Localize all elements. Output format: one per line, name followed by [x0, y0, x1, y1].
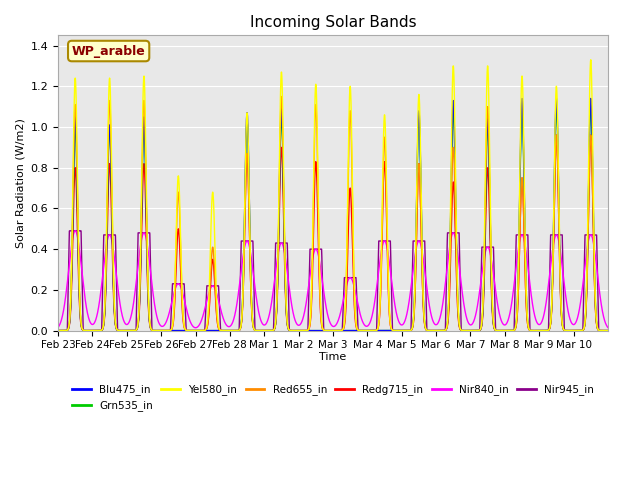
- Nir945_in: [353, 310, 361, 316]
- Nir945_in: [168, 288, 176, 294]
- Red655_in: [278, 94, 285, 99]
- Title: Incoming Solar Bands: Incoming Solar Bands: [250, 15, 416, 30]
- Red655_in: [54, 328, 62, 334]
- Redg715_in: [604, 328, 612, 334]
- Yel580_in: [353, 326, 361, 332]
- X-axis label: Time: Time: [319, 352, 347, 362]
- Red655_in: [168, 325, 176, 331]
- Nir945_in: [525, 287, 533, 293]
- Nir840_in: [168, 298, 176, 303]
- Grn535_in: [383, 328, 390, 334]
- Grn535_in: [587, 104, 595, 109]
- Blu475_in: [168, 328, 176, 334]
- Nir840_in: [604, 324, 612, 330]
- Yel580_in: [484, 63, 492, 69]
- Line: Grn535_in: Grn535_in: [58, 107, 608, 331]
- Nir945_in: [604, 328, 612, 334]
- Blu475_in: [511, 326, 518, 332]
- Blu475_in: [587, 96, 595, 101]
- Blu475_in: [525, 326, 533, 332]
- Grn535_in: [346, 328, 354, 334]
- Nir945_in: [484, 244, 492, 250]
- Red655_in: [604, 328, 612, 334]
- Red655_in: [353, 326, 361, 332]
- Red655_in: [525, 326, 533, 332]
- Line: Blu475_in: Blu475_in: [58, 98, 608, 331]
- Line: Nir840_in: Nir840_in: [58, 231, 608, 328]
- Legend: Blu475_in, Grn535_in, Yel580_in, Red655_in, Redg715_in, Nir840_in, Nir945_in: Blu475_in, Grn535_in, Yel580_in, Red655_…: [68, 380, 598, 416]
- Red655_in: [484, 105, 492, 110]
- Nir840_in: [511, 275, 519, 280]
- Red655_in: [511, 327, 518, 333]
- Yel580_in: [54, 328, 62, 334]
- Redg715_in: [484, 165, 492, 171]
- Redg715_in: [353, 327, 361, 333]
- Redg715_in: [383, 225, 390, 230]
- Nir840_in: [54, 324, 62, 330]
- Redg715_in: [587, 132, 595, 138]
- Blu475_in: [54, 328, 62, 334]
- Line: Yel580_in: Yel580_in: [58, 60, 608, 331]
- Blu475_in: [604, 328, 612, 334]
- Nir945_in: [66, 228, 74, 234]
- Yel580_in: [511, 326, 518, 332]
- Blu475_in: [484, 117, 492, 123]
- Text: WP_arable: WP_arable: [72, 45, 145, 58]
- Nir840_in: [72, 228, 79, 234]
- Nir840_in: [484, 244, 492, 250]
- Redg715_in: [525, 326, 532, 332]
- Red655_in: [383, 216, 390, 222]
- Nir840_in: [354, 300, 362, 305]
- Grn535_in: [353, 328, 361, 334]
- Nir840_in: [192, 325, 200, 331]
- Redg715_in: [511, 327, 518, 333]
- Nir945_in: [383, 238, 390, 244]
- Line: Nir945_in: Nir945_in: [58, 231, 608, 331]
- Grn535_in: [54, 328, 62, 334]
- Grn535_in: [604, 328, 612, 334]
- Blu475_in: [383, 328, 390, 334]
- Nir945_in: [511, 294, 518, 300]
- Line: Redg715_in: Redg715_in: [58, 135, 608, 331]
- Redg715_in: [168, 326, 176, 332]
- Line: Red655_in: Red655_in: [58, 96, 608, 331]
- Nir840_in: [525, 275, 533, 281]
- Nir945_in: [54, 328, 62, 334]
- Redg715_in: [54, 328, 62, 334]
- Blu475_in: [353, 328, 361, 334]
- Blu475_in: [346, 328, 354, 334]
- Grn535_in: [511, 326, 518, 332]
- Grn535_in: [484, 123, 492, 129]
- Grn535_in: [168, 328, 176, 334]
- Yel580_in: [383, 196, 390, 202]
- Y-axis label: Solar Radiation (W/m2): Solar Radiation (W/m2): [15, 118, 25, 248]
- Yel580_in: [587, 57, 595, 63]
- Grn535_in: [525, 326, 533, 332]
- Yel580_in: [525, 325, 532, 331]
- Nir840_in: [383, 244, 391, 250]
- Yel580_in: [168, 325, 176, 331]
- Yel580_in: [604, 328, 612, 334]
